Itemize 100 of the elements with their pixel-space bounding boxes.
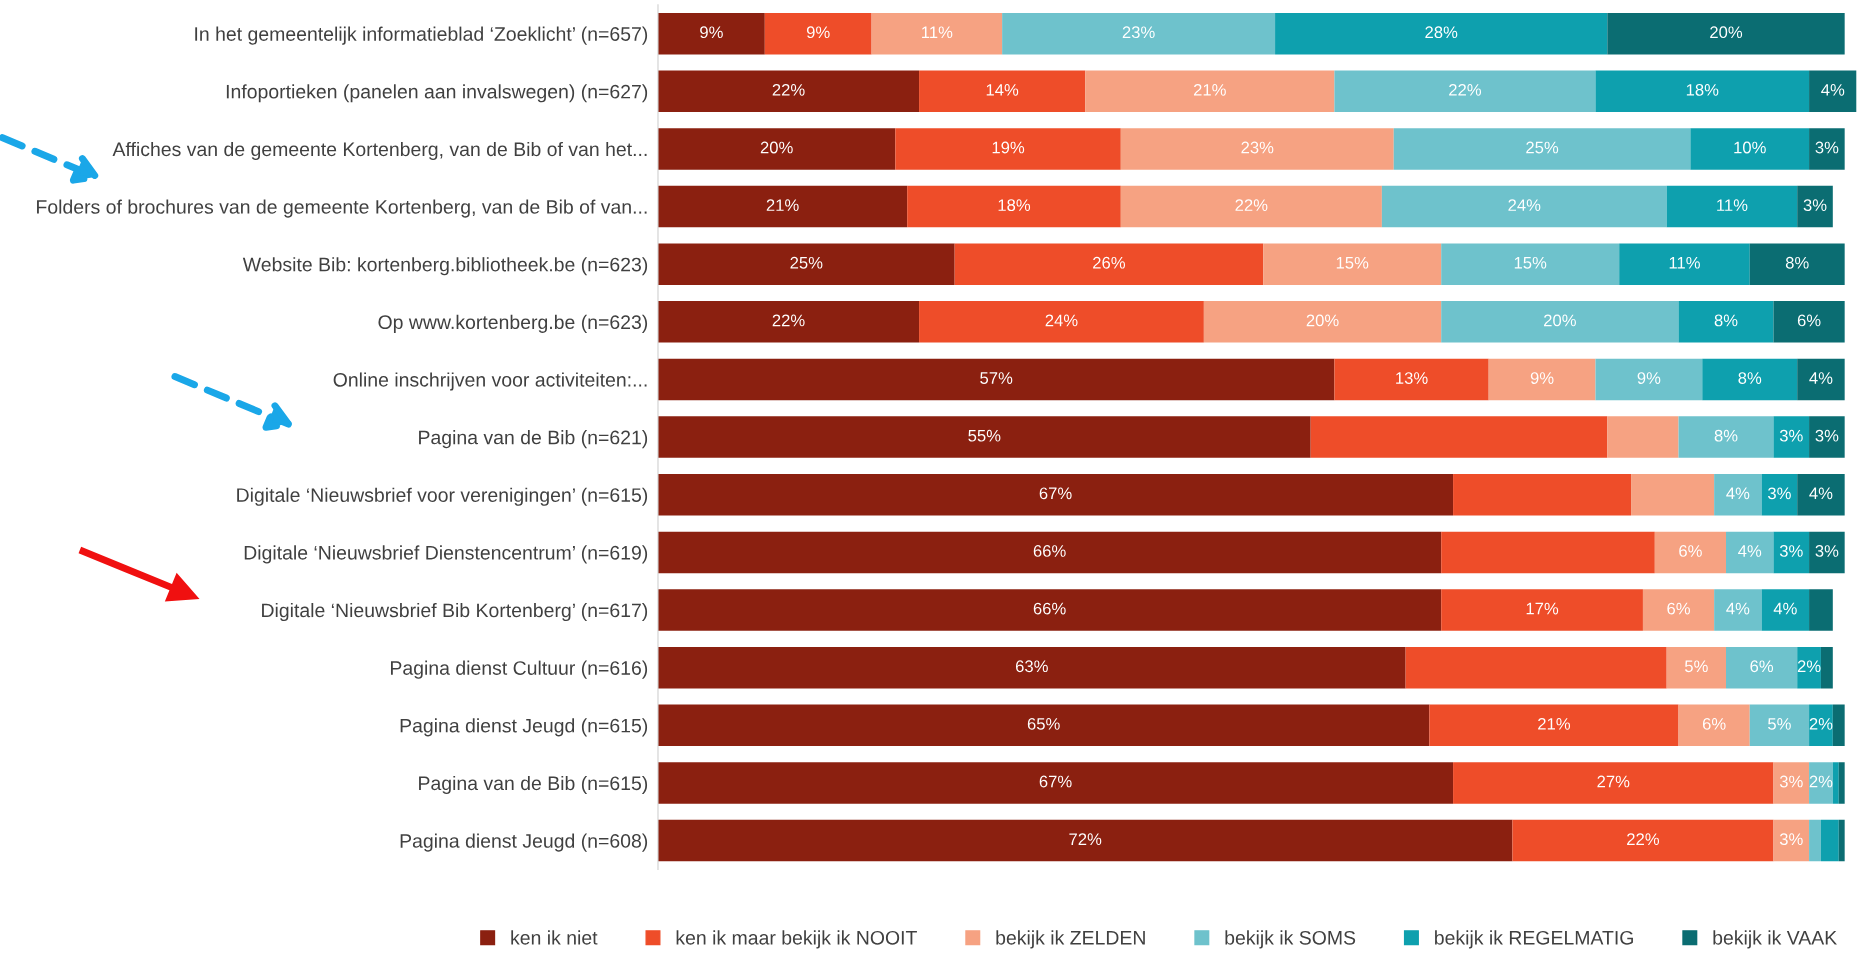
bar bbox=[1809, 70, 1857, 113]
legend-label: bekijk ik SOMS bbox=[1225, 930, 1356, 949]
data-label: 6% bbox=[1679, 545, 1702, 557]
bar bbox=[1654, 531, 1727, 574]
data-label: 8% bbox=[1785, 256, 1809, 269]
bar bbox=[1714, 474, 1762, 516]
data-label: 9% bbox=[700, 26, 723, 39]
data-label: 24% bbox=[1045, 314, 1078, 327]
y-tick-label: Affiches van de gemeente Kortenberg, van de Bib of van het... bbox=[112, 141, 647, 161]
bar bbox=[1595, 358, 1703, 401]
bar bbox=[1773, 301, 1845, 343]
legend-label: bekijk ik ZELDEN bbox=[996, 930, 1145, 949]
data-label: 10% bbox=[1734, 141, 1766, 154]
bar bbox=[657, 762, 1454, 804]
data-label: 4% bbox=[1809, 372, 1833, 384]
bar bbox=[895, 128, 1121, 170]
data-label: 26% bbox=[1093, 256, 1126, 269]
bar bbox=[1809, 704, 1833, 747]
bar bbox=[1453, 474, 1632, 516]
data-label: 57% bbox=[980, 372, 1013, 384]
data-label: 3% bbox=[1779, 429, 1803, 442]
data-label: 2% bbox=[1809, 717, 1833, 730]
data-label: 21% bbox=[1193, 83, 1226, 96]
data-label: 3% bbox=[1779, 775, 1803, 788]
data-label: 4% bbox=[1726, 487, 1750, 500]
data-label: 24% bbox=[1508, 199, 1541, 211]
bar bbox=[1726, 646, 1798, 689]
legend-label: bekijk ik VAAK bbox=[1713, 930, 1837, 949]
data-label: 9% bbox=[1530, 372, 1554, 384]
bar bbox=[1263, 243, 1442, 285]
data-label: 25% bbox=[790, 256, 823, 269]
bar bbox=[1773, 531, 1810, 574]
bar bbox=[1797, 474, 1845, 516]
data-label: 14% bbox=[986, 84, 1019, 96]
data-label: 5% bbox=[1768, 718, 1791, 730]
data-label: 4% bbox=[1726, 602, 1750, 615]
bar bbox=[1275, 12, 1608, 55]
bar bbox=[657, 128, 896, 170]
bar bbox=[1441, 531, 1655, 574]
bar bbox=[1773, 762, 1810, 804]
bar bbox=[1607, 12, 1845, 55]
data-label: 6% bbox=[1750, 660, 1774, 673]
legend-label: ken ik maar bekijk ik NOOIT bbox=[676, 930, 917, 949]
bar bbox=[1838, 819, 1845, 862]
bar bbox=[1381, 185, 1667, 228]
bar bbox=[1203, 301, 1442, 343]
data-label: 8% bbox=[1738, 372, 1762, 384]
data-label: 9% bbox=[1637, 372, 1661, 384]
bar bbox=[1453, 762, 1774, 804]
bar bbox=[954, 243, 1264, 285]
data-label: 11% bbox=[922, 26, 953, 39]
bar bbox=[1666, 646, 1727, 689]
data-label: 27% bbox=[1597, 775, 1630, 788]
bar bbox=[1642, 589, 1715, 631]
bar bbox=[1797, 358, 1845, 401]
bar bbox=[919, 70, 1086, 113]
data-label: 6% bbox=[1667, 602, 1690, 615]
bar bbox=[1429, 704, 1679, 747]
data-label: 18% bbox=[998, 199, 1031, 212]
y-tick-label: Pagina dienst Jeugd (n=608) bbox=[400, 833, 648, 852]
data-label: 5% bbox=[1684, 660, 1708, 673]
bar bbox=[657, 474, 1454, 516]
data-label: 18% bbox=[1686, 83, 1719, 96]
y-tick-label: Folders of brochures van de gemeente Kortenberg, van de Bib of van... bbox=[37, 199, 647, 218]
data-label: 4% bbox=[1738, 545, 1762, 557]
bar bbox=[1773, 416, 1810, 458]
data-label: 22% bbox=[1449, 83, 1482, 96]
bar bbox=[1441, 589, 1643, 631]
bar bbox=[919, 301, 1204, 343]
data-label: 21% bbox=[766, 199, 799, 211]
data-label: 55% bbox=[968, 429, 1001, 442]
y-tick-label: Digitale ‘Nieuwsbrief Dienstencentrum’ (n=619) bbox=[244, 545, 648, 564]
data-label: 20% bbox=[1710, 26, 1743, 39]
data-label: 4% bbox=[1773, 602, 1797, 615]
y-tick-label: Op www.kortenberg.be (n=623) bbox=[378, 314, 648, 333]
bar bbox=[1820, 646, 1833, 689]
data-label: 66% bbox=[1033, 602, 1066, 615]
data-label: 2% bbox=[1797, 660, 1821, 673]
bar bbox=[1749, 704, 1810, 747]
data-label: 23% bbox=[1122, 26, 1155, 39]
bar bbox=[657, 185, 908, 228]
data-label: 19% bbox=[992, 141, 1025, 154]
bar bbox=[1607, 416, 1679, 458]
data-label: 8% bbox=[1714, 429, 1738, 442]
bar bbox=[1797, 646, 1821, 689]
data-label: 3% bbox=[1815, 429, 1839, 442]
data-label: 3% bbox=[1779, 545, 1803, 557]
bar bbox=[1761, 589, 1810, 631]
y-tick-label: Pagina dienst Jeugd (n=615) bbox=[400, 718, 648, 737]
bar bbox=[1809, 589, 1833, 631]
bar bbox=[1405, 646, 1667, 689]
y-tick-label: Digitale ‘Nieuwsbrief Bib Kortenberg’ (n=617) bbox=[262, 602, 648, 622]
bar bbox=[1595, 70, 1810, 113]
bar bbox=[1838, 762, 1845, 804]
data-label: 23% bbox=[1241, 141, 1274, 154]
bar bbox=[1809, 128, 1845, 170]
bar bbox=[1678, 416, 1774, 458]
data-label: 63% bbox=[1015, 660, 1048, 673]
y-tick-label: Digitale ‘Nieuwsbrief voor verenigingen’ (n=615) bbox=[237, 487, 648, 506]
data-label: 22% bbox=[772, 314, 805, 327]
